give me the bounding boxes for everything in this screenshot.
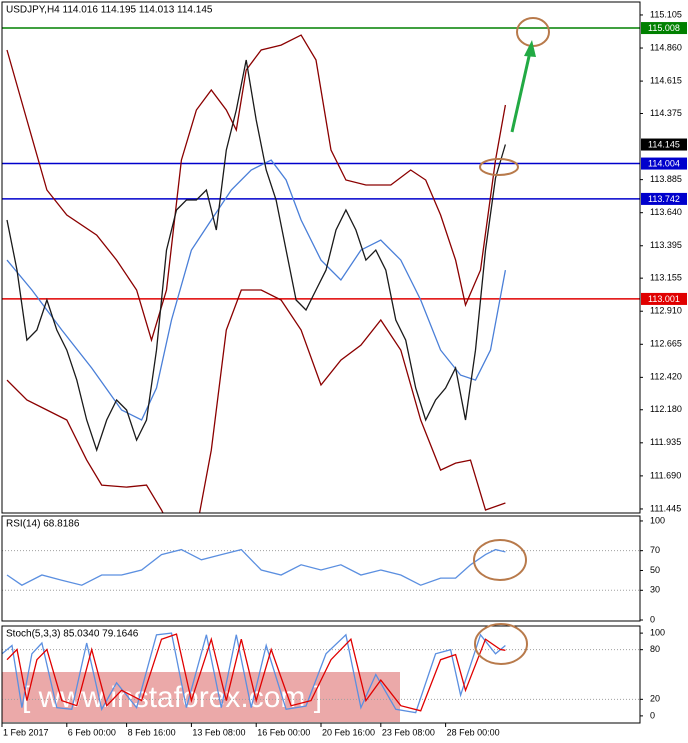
y-tick-label: 111.935: [650, 437, 681, 447]
x-tick-label: 16 Feb 00:00: [257, 727, 310, 737]
y-tick-label: 111.445: [650, 503, 681, 513]
y-tick-label: 113.885: [650, 174, 682, 184]
panel-title: Stoch(5,3,3) 85.0340 79.1646: [6, 629, 139, 640]
series-line: [6, 548, 506, 586]
level-label: 113.001: [648, 294, 680, 304]
y-tick-label: 20: [650, 694, 660, 704]
level-tag: [641, 157, 687, 170]
y-tick-label: 113.155: [650, 273, 682, 283]
series-line: [6, 289, 506, 513]
level-label: 114.145: [648, 139, 680, 149]
highlight-ellipse: [479, 158, 519, 176]
x-tick-label: 28 Feb 00:00: [447, 727, 500, 737]
y-tick-label: 115.105: [650, 9, 682, 19]
arrow-shaft: [510, 51, 532, 133]
y-tick-label: 0: [650, 614, 655, 624]
series-line: [2, 632, 506, 714]
y-tick-label: 0: [650, 710, 655, 720]
y-tick-label: 111.690: [650, 470, 681, 480]
level-tag: [641, 22, 687, 35]
y-tick-label: 80: [650, 644, 660, 654]
panel: [2, 548, 640, 591]
y-tick-label: 114.615: [650, 75, 682, 85]
level-label: 114.004: [648, 158, 680, 168]
y-tick-label: 100: [650, 515, 665, 525]
x-tick-label: 23 Feb 08:00: [382, 727, 435, 737]
level-label: 115.008: [648, 23, 680, 33]
y-tick-label: 114.860: [650, 42, 682, 52]
panel-border: [1, 515, 641, 622]
x-tick-label: 1 Feb 2017: [3, 727, 49, 737]
highlight-ellipse: [473, 539, 527, 581]
x-tick-label: 13 Feb 08:00: [192, 727, 245, 737]
panel-border: [1, 1, 641, 514]
x-tick-label: 20 Feb 16:00: [322, 727, 375, 737]
panel-title: USDJPY,H4 114.016 114.195 114.013 114.14…: [6, 5, 213, 16]
y-tick-label: 113.640: [650, 207, 682, 217]
y-tick-label: 50: [650, 565, 660, 575]
level-tag: [641, 192, 687, 205]
y-tick-label: 112.180: [650, 404, 682, 414]
panel: [ www.instaforex.com ]: [2, 632, 640, 722]
panel: [2, 27, 640, 513]
level-tag: [641, 138, 687, 151]
y-tick-label: 114.375: [650, 108, 682, 118]
panel-title: RSI(14) 68.8186: [6, 519, 80, 530]
arrow-head: [524, 40, 536, 57]
series-line: [6, 34, 507, 343]
annotations: [473, 17, 550, 665]
x-tick-label: 8 Feb 16:00: [128, 727, 176, 737]
watermark-band: [2, 672, 400, 722]
y-tick-label: 30: [650, 585, 660, 595]
y-tick-label: 112.910: [650, 306, 682, 316]
y-tick-label: 112.665: [650, 339, 682, 349]
series-line: [6, 59, 507, 453]
series-line: [6, 633, 506, 712]
y-tick-label: 70: [650, 545, 660, 555]
level-tag: [641, 292, 687, 305]
y-tick-label: 100: [650, 627, 665, 637]
level-label: 113.742: [648, 194, 680, 204]
series-line: [6, 159, 507, 421]
y-tick-label: 113.395: [650, 240, 682, 250]
highlight-ellipse: [474, 623, 528, 665]
y-tick-label: 112.420: [650, 372, 682, 382]
x-tick-label: 6 Feb 00:00: [68, 727, 116, 737]
